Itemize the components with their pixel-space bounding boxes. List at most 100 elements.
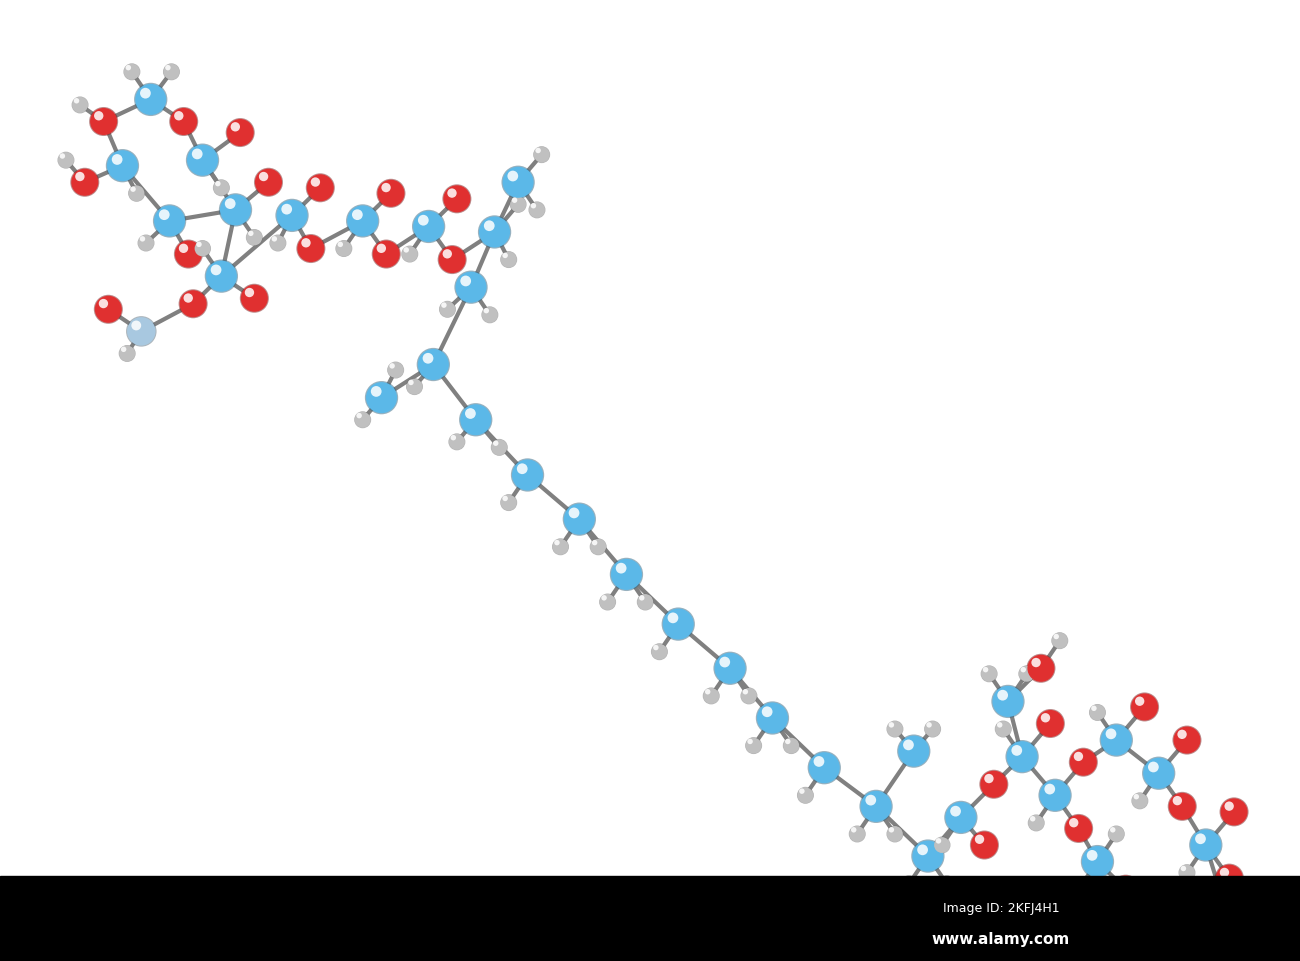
Point — [244, 290, 265, 306]
Point — [1049, 633, 1070, 649]
Point — [352, 412, 373, 428]
Point — [738, 688, 759, 703]
Point — [1176, 865, 1197, 880]
Point — [1106, 732, 1127, 748]
Point — [1026, 815, 1046, 830]
Point — [1106, 826, 1127, 842]
Point — [382, 358, 403, 374]
Point — [446, 191, 467, 207]
Point — [498, 495, 519, 510]
Point — [740, 734, 760, 750]
Point — [282, 208, 303, 223]
Point — [950, 810, 971, 825]
Point — [720, 660, 741, 676]
Point — [370, 240, 391, 256]
Point — [1087, 854, 1108, 870]
Point — [597, 594, 618, 609]
Point — [504, 192, 525, 208]
Point — [446, 191, 467, 207]
Point — [404, 379, 425, 394]
Point — [919, 717, 940, 732]
Point — [697, 684, 718, 700]
Point — [564, 505, 585, 521]
Point — [277, 202, 298, 217]
Point — [126, 185, 147, 201]
Point — [1011, 749, 1032, 764]
Point — [437, 246, 458, 261]
Text: Image ID: 2KFJ4H1: Image ID: 2KFJ4H1 — [942, 902, 1060, 915]
Point — [465, 412, 486, 428]
Point — [495, 491, 516, 506]
Point — [74, 175, 95, 190]
Point — [974, 837, 995, 852]
Point — [1101, 727, 1122, 742]
Point — [330, 236, 351, 252]
Point — [1049, 633, 1070, 649]
Point — [846, 826, 867, 842]
Point — [1148, 766, 1169, 781]
Point — [94, 113, 114, 129]
Point — [569, 511, 590, 527]
Point — [107, 152, 127, 167]
Point — [244, 230, 265, 245]
Point — [898, 876, 919, 892]
Point — [1106, 826, 1127, 842]
Point — [502, 168, 523, 184]
Point — [508, 197, 529, 212]
Point — [484, 224, 504, 239]
Point — [993, 722, 1014, 737]
Point — [126, 185, 147, 201]
Point — [508, 175, 529, 190]
Point — [173, 240, 194, 256]
Point — [588, 539, 608, 554]
Point — [220, 196, 240, 211]
Point — [922, 722, 942, 737]
Point — [632, 590, 653, 605]
Point — [74, 175, 95, 190]
Point — [157, 60, 178, 75]
Point — [550, 539, 571, 554]
Point — [480, 308, 500, 323]
Point — [1102, 822, 1123, 837]
Point — [422, 357, 443, 372]
Point — [1115, 881, 1136, 897]
Point — [884, 826, 905, 842]
Point — [465, 412, 486, 428]
Point — [777, 734, 798, 750]
Point — [508, 197, 529, 212]
Point — [1069, 749, 1089, 764]
Point — [131, 324, 152, 339]
Point — [1214, 899, 1235, 914]
Point — [744, 738, 764, 753]
Point — [932, 837, 953, 852]
Point — [112, 158, 133, 173]
Point — [69, 169, 90, 185]
Point — [584, 535, 605, 551]
Point — [701, 688, 722, 703]
Point — [1167, 793, 1188, 808]
Point — [112, 158, 133, 173]
Point — [52, 148, 73, 163]
Point — [866, 799, 887, 814]
Point — [526, 202, 547, 217]
Point — [1031, 660, 1052, 676]
Point — [1069, 881, 1089, 897]
Point — [240, 226, 261, 241]
Point — [1063, 815, 1084, 830]
Point — [1173, 861, 1193, 876]
Point — [968, 831, 989, 847]
Point — [348, 407, 369, 423]
Point — [192, 241, 213, 257]
Point — [282, 208, 303, 223]
Point — [979, 666, 1000, 681]
Point — [814, 760, 835, 776]
Point — [309, 180, 330, 195]
Point — [370, 390, 391, 406]
Point — [460, 280, 481, 295]
Point — [192, 153, 213, 168]
Point — [135, 235, 156, 251]
Point — [300, 241, 321, 257]
Point — [781, 738, 802, 753]
Point — [437, 302, 458, 317]
Point — [933, 872, 954, 887]
